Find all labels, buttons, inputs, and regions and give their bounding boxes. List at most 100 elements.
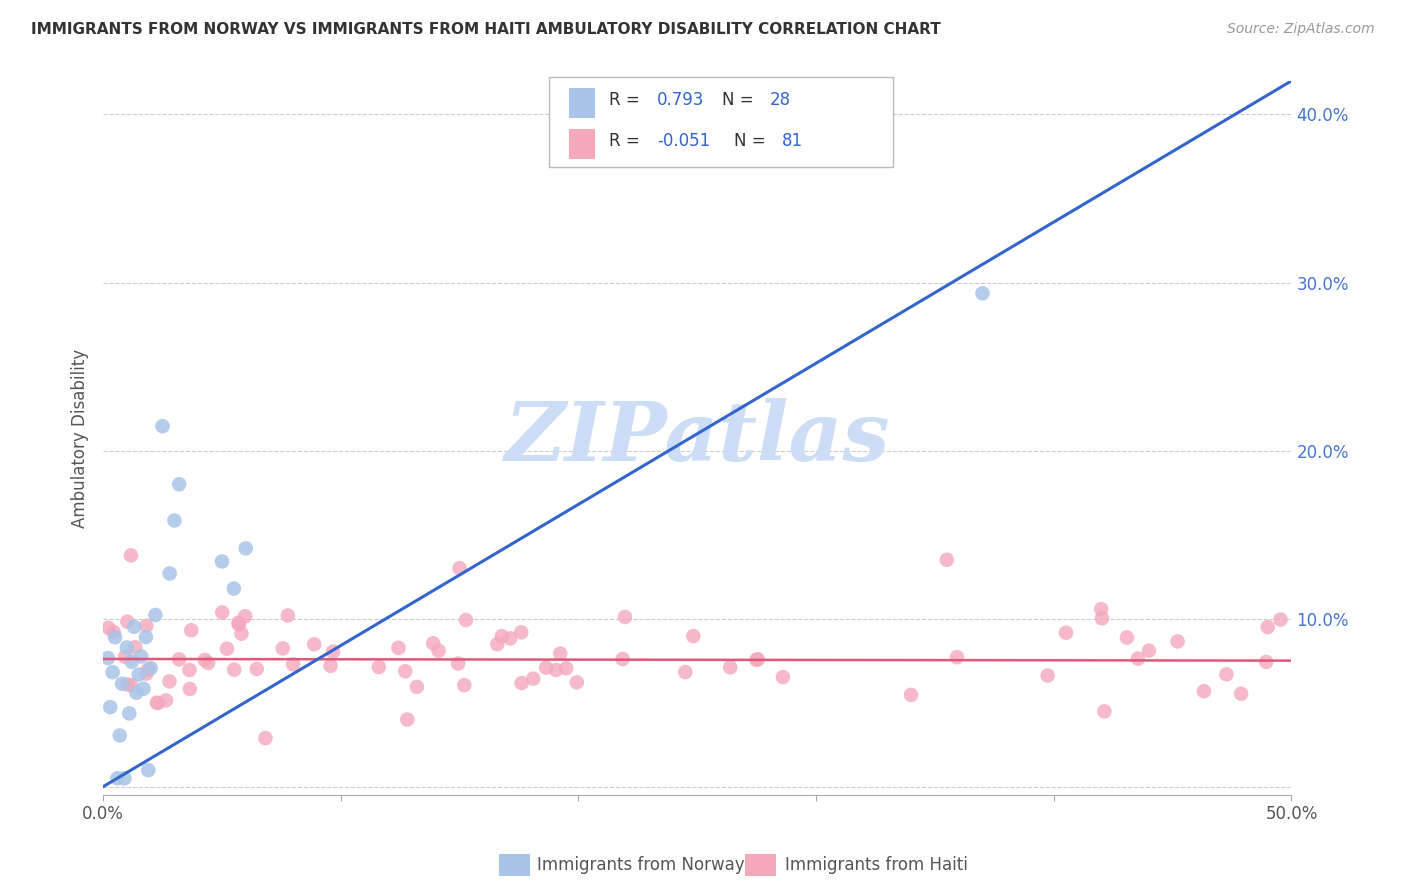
Point (449, 561, 471, 575)
Point (1137, 643, 1160, 657)
Point (772, 670, 794, 684)
Point (155, 693, 177, 707)
Point (1092, 705, 1115, 719)
Point (1167, 634, 1189, 648)
Point (522, 672, 544, 686)
Text: 0.793: 0.793 (657, 91, 704, 109)
Point (1192, 684, 1215, 698)
Point (120, 678, 142, 692)
Point (104, 630, 127, 644)
Text: -0.051: -0.051 (657, 132, 710, 150)
Point (111, 677, 134, 691)
Point (405, 680, 427, 694)
Point (271, 641, 294, 656)
FancyBboxPatch shape (569, 129, 595, 159)
Point (394, 665, 416, 679)
Point (534, 660, 557, 674)
Point (129, 649, 152, 664)
Point (613, 610, 636, 624)
Point (136, 663, 159, 677)
Text: N =: N = (734, 132, 770, 150)
Point (1116, 631, 1139, 645)
Point (163, 513, 186, 527)
Point (118, 706, 141, 721)
Point (277, 608, 299, 623)
Point (114, 649, 136, 664)
Point (745, 653, 768, 667)
Text: Immigrants from Norway: Immigrants from Norway (537, 856, 745, 874)
Point (935, 553, 957, 567)
Point (180, 624, 202, 638)
FancyBboxPatch shape (569, 87, 595, 118)
Point (197, 656, 219, 670)
Point (115, 640, 138, 655)
Text: R =: R = (609, 91, 645, 109)
Point (98, 700, 121, 714)
Point (132, 681, 155, 696)
Point (179, 663, 201, 677)
Point (122, 620, 145, 634)
Point (120, 549, 142, 563)
Point (152, 419, 174, 434)
Point (322, 644, 344, 658)
Text: 81: 81 (782, 132, 803, 150)
Point (135, 630, 157, 644)
Point (367, 660, 389, 674)
Point (544, 663, 567, 677)
Point (972, 286, 994, 301)
Point (387, 640, 409, 655)
Point (215, 641, 238, 656)
Point (453, 678, 475, 692)
Point (128, 667, 150, 681)
Point (548, 647, 571, 661)
Point (682, 629, 704, 643)
Point (233, 609, 256, 624)
Point (422, 636, 444, 650)
Point (491, 629, 513, 643)
Point (167, 477, 190, 491)
Point (246, 662, 269, 676)
Point (302, 637, 325, 651)
Point (103, 625, 125, 640)
Point (447, 657, 470, 671)
Point (510, 625, 533, 640)
Point (1256, 655, 1278, 669)
Point (673, 665, 696, 679)
Point (1054, 625, 1077, 640)
Point (135, 619, 157, 633)
Point (1230, 687, 1253, 701)
Point (555, 661, 578, 675)
Text: R =: R = (609, 132, 645, 150)
Point (139, 661, 162, 675)
Point (510, 676, 533, 690)
Point (114, 771, 136, 785)
FancyBboxPatch shape (548, 78, 893, 167)
Point (900, 688, 922, 702)
Text: N =: N = (723, 91, 759, 109)
Point (108, 729, 131, 743)
Point (135, 666, 157, 681)
Point (1036, 668, 1059, 682)
Point (224, 663, 246, 677)
Point (486, 637, 509, 651)
Text: Immigrants from Haiti: Immigrants from Haiti (785, 856, 967, 874)
Point (499, 632, 522, 646)
Point (454, 613, 477, 627)
Point (159, 566, 181, 581)
Point (1215, 667, 1237, 681)
Point (946, 650, 969, 665)
Point (211, 554, 233, 568)
Point (565, 675, 588, 690)
Point (281, 657, 304, 672)
Point (167, 652, 190, 666)
Point (1270, 613, 1292, 627)
Point (121, 655, 143, 669)
Text: Source: ZipAtlas.com: Source: ZipAtlas.com (1227, 22, 1375, 37)
Point (145, 607, 167, 622)
Point (179, 681, 201, 696)
Point (254, 731, 277, 746)
Point (101, 665, 124, 680)
Point (718, 660, 741, 674)
Point (211, 606, 233, 620)
Point (228, 615, 250, 630)
